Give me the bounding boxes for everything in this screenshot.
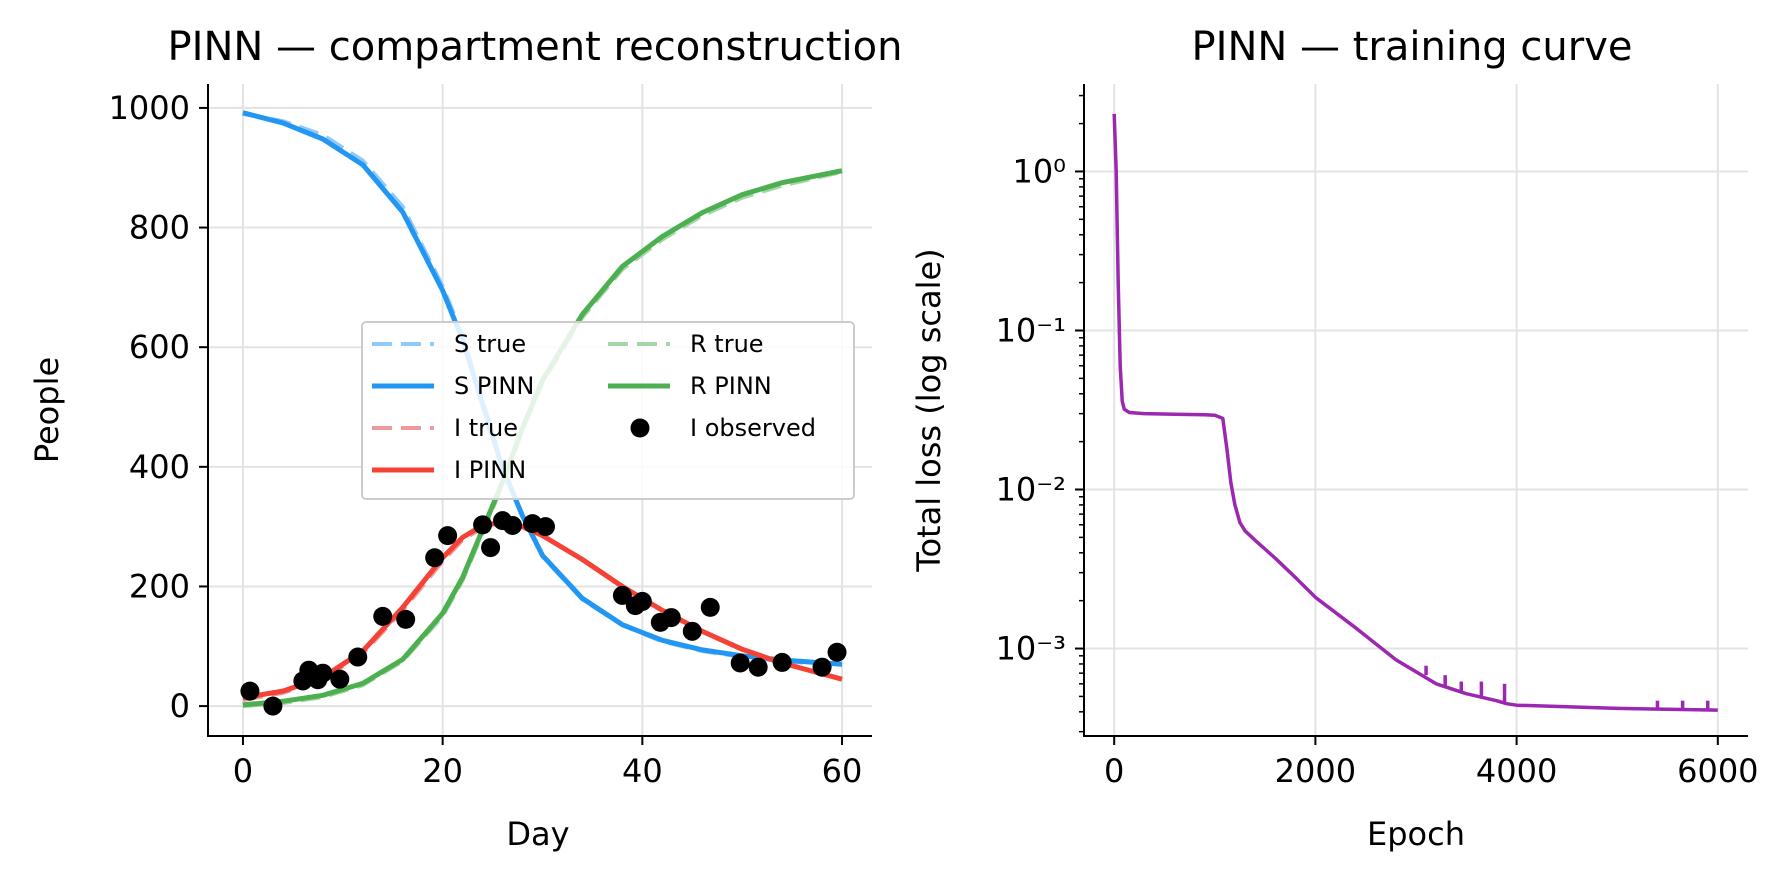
observed-point <box>438 526 458 546</box>
chart2-ylabel: Total loss (log scale) <box>910 248 948 572</box>
observed-point <box>240 681 260 701</box>
observed-point <box>827 642 847 662</box>
chart2-grid <box>1084 84 1748 736</box>
legend-label: R true <box>690 330 764 358</box>
chart2-series-group <box>1112 113 1718 712</box>
chart1-xtick-label: 0 <box>233 752 253 790</box>
chart1-xtick-label: 40 <box>622 752 663 790</box>
chart2-xtick-label: 2000 <box>1275 752 1356 790</box>
observed-point <box>812 657 832 677</box>
chart2-title: PINN — training curve <box>1192 24 1633 70</box>
chart1-xlabel: Day <box>506 815 569 853</box>
chart1-observed-points <box>240 511 847 716</box>
compartment-chart: PINN — compartment reconstruction 0 20 40 6… <box>28 24 902 853</box>
chart2-xtick-label: 0 <box>1104 752 1124 790</box>
chart1-ytick-label: 600 <box>129 328 190 366</box>
legend-label: S true <box>454 330 526 358</box>
chart2-ytick-label: 10⁻³ <box>996 630 1066 668</box>
series-r-true <box>242 169 843 709</box>
chart1-ylabel: People <box>28 357 66 463</box>
chart2-xlabel: Epoch <box>1367 815 1465 853</box>
legend-label: R PINN <box>690 372 772 400</box>
chart1-xtick-label: 60 <box>822 752 863 790</box>
chart1-ytick-label: 800 <box>129 209 190 247</box>
observed-point <box>535 517 555 537</box>
chart1-xtick-label: 20 <box>422 752 463 790</box>
chart1-ytick-label: 1000 <box>109 89 190 127</box>
observed-point <box>425 548 445 568</box>
observed-point <box>473 515 493 535</box>
chart1-grid <box>208 84 872 736</box>
observed-point <box>313 663 333 683</box>
chart2-xtick-label: 4000 <box>1476 752 1557 790</box>
legend-marker <box>630 418 650 438</box>
legend-label: I true <box>454 414 518 442</box>
chart1-title: PINN — compartment reconstruction <box>168 24 903 70</box>
observed-point <box>700 597 720 617</box>
observed-point <box>396 609 416 629</box>
chart1-ytick-label: 400 <box>129 448 190 486</box>
observed-point <box>682 621 702 641</box>
chart2-ytick-label: 10⁻² <box>996 471 1066 509</box>
observed-point <box>348 647 368 667</box>
observed-point <box>503 515 523 535</box>
chart1-ytick-label: 200 <box>129 567 190 605</box>
observed-point <box>730 653 750 673</box>
observed-point <box>612 585 632 605</box>
observed-point <box>632 591 652 611</box>
chart1-axes <box>207 84 872 737</box>
chart2-ytick-label: 10⁻¹ <box>996 311 1066 349</box>
series-total-loss <box>1112 113 1718 712</box>
observed-point <box>772 652 792 672</box>
chart2-ticks: 0 2000 4000 6000 10⁰ 10⁻¹ 10⁻² 10⁻³ <box>996 94 1759 790</box>
chart1-ytick-label: 0 <box>170 687 190 725</box>
chart2-xtick-label: 6000 <box>1677 752 1758 790</box>
observed-point <box>661 608 681 628</box>
chart2-ytick-label: 10⁰ <box>1012 152 1066 190</box>
observed-point <box>748 657 768 677</box>
observed-point <box>330 669 350 689</box>
legend-box <box>361 321 855 500</box>
legend-label: I observed <box>690 414 816 442</box>
legend-label: S PINN <box>454 372 534 400</box>
legend-label: I PINN <box>454 456 526 484</box>
observed-point <box>373 606 393 626</box>
observed-point <box>481 538 501 558</box>
chart2-axes <box>1083 84 1748 737</box>
training-curve-chart: PINN — training curve 0 2000 4000 6000 10⁰ 10… <box>910 24 1759 853</box>
observed-point <box>263 696 283 716</box>
chart1-legend: S true S PINN I true I PINN R true R PINN I ob… <box>361 321 855 500</box>
